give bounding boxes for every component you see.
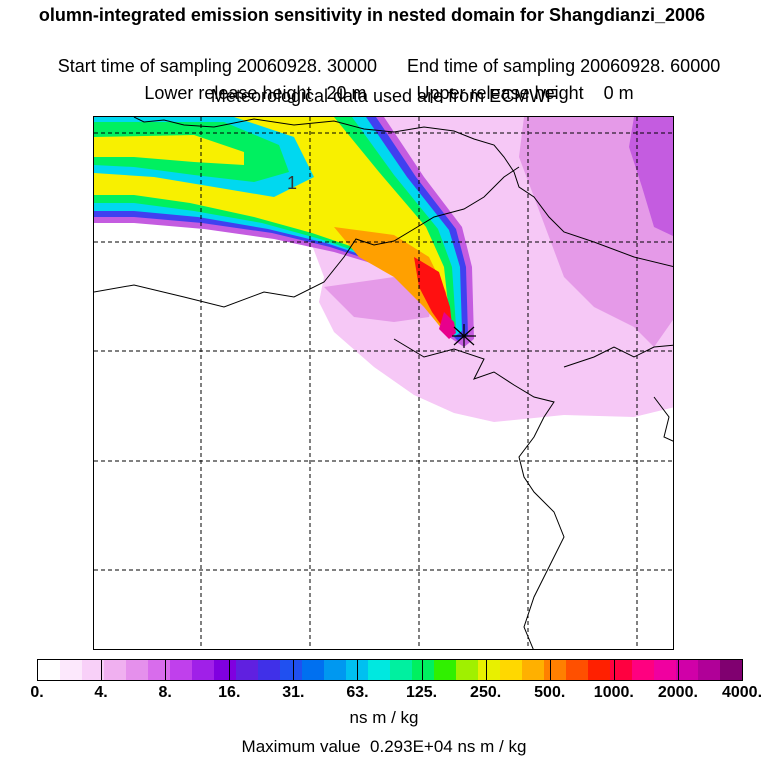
colorbar-segment: [346, 660, 368, 680]
colorbar-segment: [698, 660, 720, 680]
lower-release-text: Lower release height 20 m: [144, 83, 367, 103]
border-east: [563, 344, 673, 368]
plume-red: [414, 257, 452, 329]
colorbar-tick: [229, 659, 231, 681]
colorbar-tick: [421, 659, 423, 681]
colorbar: [37, 659, 743, 681]
colorbar-segment: [38, 660, 60, 680]
colorbar-segment: [610, 660, 632, 680]
map-canvas: 1: [94, 117, 673, 649]
colorbar-label: 1000.: [593, 684, 634, 701]
colorbar-segment: [676, 660, 698, 680]
colorbar-segment: [280, 660, 302, 680]
colorbar-tick: [101, 659, 103, 681]
plume-orange: [334, 227, 450, 329]
colorbar-segment: [368, 660, 390, 680]
colorbar-segment: [170, 660, 192, 680]
release-site-marker: [452, 324, 476, 348]
colorbar-segment: [412, 660, 434, 680]
colorbar-segment: [236, 660, 258, 680]
end-time-text: End time of sampling 20060928. 60000: [407, 56, 721, 76]
meteo-source-text: Meteorological data used are from ECMWF: [210, 86, 558, 106]
colorbar-label: 16.: [218, 684, 241, 701]
colorbar-segment: [302, 660, 324, 680]
colorbar-label: 0.: [30, 684, 44, 701]
colorbar-tick: [549, 659, 551, 681]
colorbar-label: 500.: [534, 684, 566, 701]
colorbar-segment: [522, 660, 544, 680]
colorbar-segment: [82, 660, 104, 680]
release-heights: Lower release height 20 m Upper release h…: [0, 60, 768, 104]
colorbar-segment: [500, 660, 522, 680]
colorbar-units: ns m / kg: [349, 708, 419, 727]
colorbar-tick: [485, 659, 487, 681]
colorbar-label: 31.: [282, 684, 305, 701]
sensitivity-field-violet: [519, 117, 673, 347]
colorbar-segment: [214, 660, 236, 680]
colorbar-segment: [456, 660, 478, 680]
marker-label-1: 1: [287, 173, 297, 193]
colorbar-label: 8.: [158, 684, 172, 701]
colorbar-label: 4000.: [721, 684, 763, 701]
colorbar-segment: [654, 660, 676, 680]
colorbar-segment: [632, 660, 654, 680]
colorbar-label: 250.: [470, 684, 502, 701]
maximum-value-text: Maximum value 0.293E+04 ns m / kg: [241, 737, 527, 756]
sampling-times: Start time of sampling 20060928. 30000 En…: [0, 33, 768, 77]
lat-lon-grid: [94, 117, 673, 649]
colorbar-segment: [148, 660, 170, 680]
upper-release-text: Upper release height 0 m: [416, 83, 634, 103]
colorbar-label: 125.: [405, 684, 438, 701]
colorbar-tick: [613, 659, 615, 681]
colorbar-segment: [60, 660, 82, 680]
map-title: olumn-integrated emission sensitivity in…: [38, 5, 706, 25]
colorbar-segment: [324, 660, 346, 680]
colorbar-segment: [720, 660, 742, 680]
start-time-text: Start time of sampling 20060928. 30000: [57, 56, 377, 76]
coastline-mid: [94, 166, 520, 308]
colorbar-segment: [566, 660, 588, 680]
border-east-2: [653, 396, 673, 442]
colorbar-tick: [357, 659, 359, 681]
plume-yellow-lobe: [94, 135, 244, 165]
colorbar-segment: [258, 660, 280, 680]
coastline-south: [393, 338, 565, 649]
colorbar-label: 63.: [346, 684, 369, 701]
colorbar-tick: [165, 659, 167, 681]
colorbar-segment: [390, 660, 412, 680]
colorbar-segment: [192, 660, 214, 680]
colorbar-segment: [478, 660, 500, 680]
colorbar-segment: [126, 660, 148, 680]
plume-magenta: [439, 312, 456, 339]
colorbar-segment: [544, 660, 566, 680]
colorbar-segment: [434, 660, 456, 680]
coastline-north: [133, 117, 673, 268]
colorbar-tick: [677, 659, 679, 681]
colorbar-segment: [588, 660, 610, 680]
colorbar-segment: [104, 660, 126, 680]
sensitivity-field-dark-violet: [629, 117, 673, 237]
map-panel: 1: [93, 116, 674, 650]
colorbar-label: 2000.: [657, 684, 698, 701]
colorbar-label: 4.: [94, 684, 108, 701]
colorbar-tick: [293, 659, 295, 681]
